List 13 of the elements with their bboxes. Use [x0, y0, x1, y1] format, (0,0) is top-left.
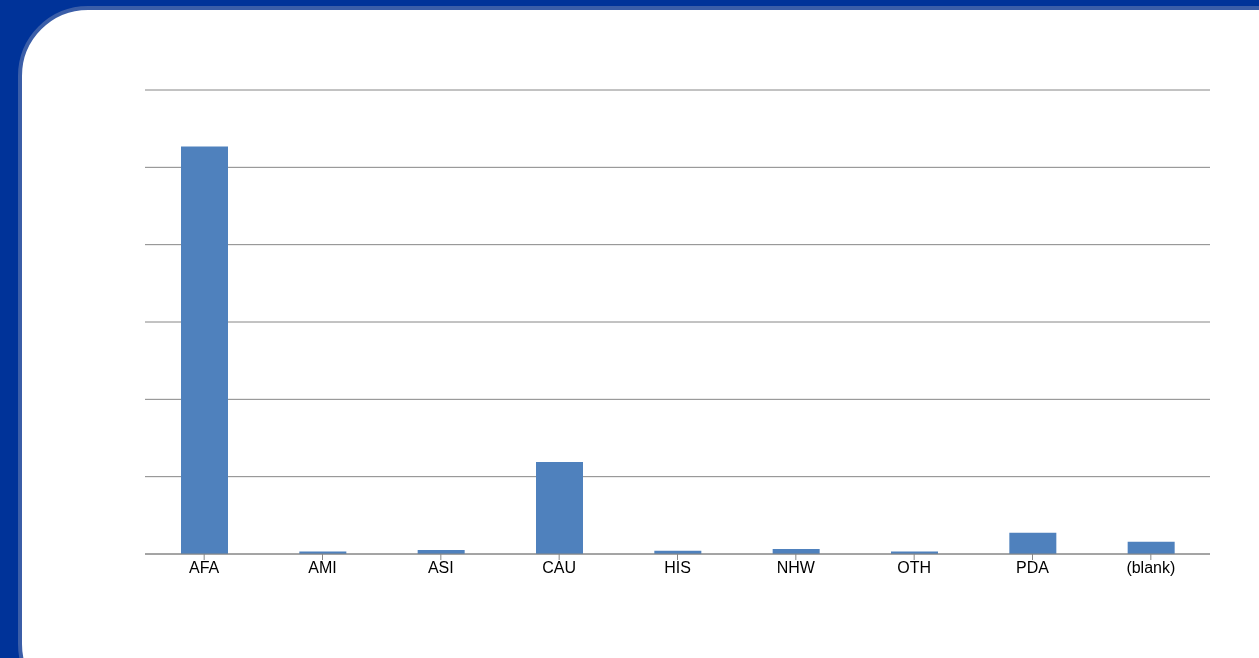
bar: [536, 461, 583, 554]
x-tick-label: AFA: [189, 559, 220, 577]
x-tick-label: (blank): [1126, 559, 1176, 577]
x-tick-label: CAU: [542, 559, 577, 577]
x-tick-label: AMI: [308, 559, 337, 577]
bar: [181, 146, 228, 554]
x-tick-label: OTH: [897, 559, 932, 577]
bar: [1127, 541, 1175, 554]
x-tick-label: NHW: [776, 559, 816, 577]
x-tick-label: ASI: [427, 559, 454, 577]
x-tick-label: HIS: [664, 559, 691, 577]
bar: [1009, 532, 1057, 554]
x-tick-label: PDA: [1016, 559, 1050, 577]
